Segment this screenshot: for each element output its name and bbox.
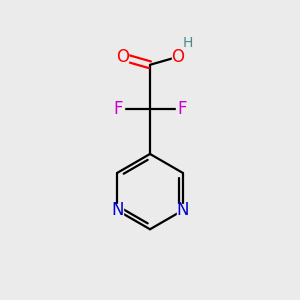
Text: O: O [116, 48, 129, 66]
Bar [176, 103, 188, 116]
Text: F: F [113, 100, 123, 118]
Bar [112, 204, 123, 217]
Bar [177, 204, 188, 217]
Text: O: O [171, 48, 184, 66]
Bar [182, 37, 194, 49]
Text: N: N [111, 201, 124, 219]
Bar [116, 50, 128, 63]
Bar [112, 103, 124, 116]
Bar [172, 50, 184, 63]
Text: N: N [176, 201, 189, 219]
Text: H: H [182, 36, 193, 50]
Text: F: F [177, 100, 187, 118]
